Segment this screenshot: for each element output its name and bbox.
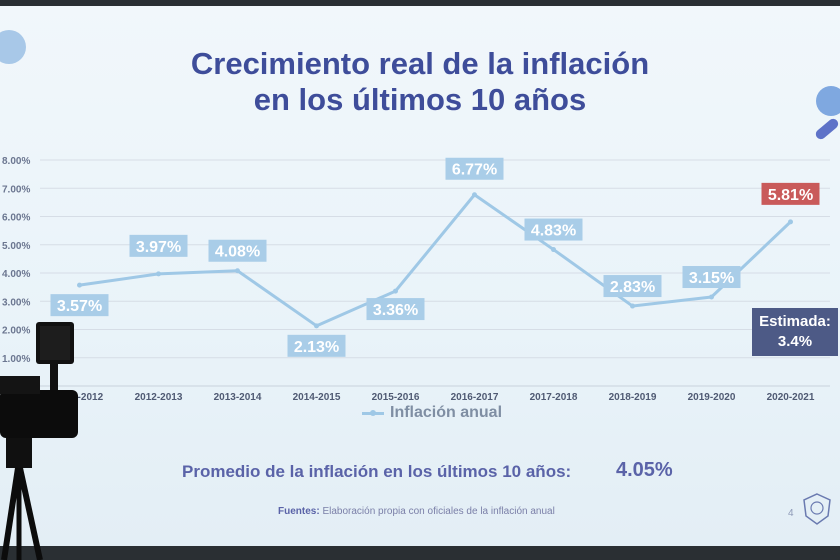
slide-title: Crecimiento real de la inflación en los … — [0, 46, 840, 118]
data-point — [393, 288, 398, 294]
series-line — [79, 193, 792, 328]
x-tick-label: 2014-2015 — [293, 392, 341, 403]
data-label-box — [603, 275, 662, 298]
data-label: 2.83% — [610, 279, 655, 296]
data-label-box — [445, 157, 504, 180]
estimate-box: Estimada: 3.4% — [752, 308, 838, 356]
data-point — [472, 192, 477, 198]
data-label-box — [208, 239, 267, 262]
y-tick-label: 4.00% — [2, 269, 30, 280]
y-tick-label: 6.00% — [2, 213, 30, 224]
data-label-box — [129, 234, 188, 257]
data-label: 4.08% — [215, 244, 260, 261]
data-label-box — [50, 294, 109, 317]
data-label: 3.57% — [57, 298, 102, 315]
data-label: 2.13% — [294, 339, 339, 356]
data-label-box — [761, 182, 820, 205]
x-tick-label: 2020-2021 — [767, 392, 815, 403]
data-label: 5.81% — [768, 187, 813, 204]
camera-silhouette — [0, 322, 78, 560]
source-label: Fuentes: — [278, 506, 320, 517]
source-text: Elaboración propia con oficiales de la i… — [322, 506, 555, 517]
data-point — [314, 323, 319, 329]
estimate-label: Estimada: — [759, 313, 831, 330]
decorative-circle — [0, 30, 26, 64]
y-tick-label: 7.00% — [2, 184, 30, 195]
title-line-1: Crecimiento real de la inflación — [190, 46, 650, 81]
average-value: 4.05% — [616, 459, 673, 481]
x-tick-label: 2013-2014 — [214, 392, 262, 403]
y-tick-label: 5.00% — [2, 241, 30, 252]
title-line-2: en los últimos 10 años — [253, 82, 587, 117]
average-label: Promedio de la inflación en los últimos … — [182, 462, 572, 481]
x-tick-label: 2019-2020 — [688, 392, 736, 403]
data-label-box — [682, 266, 741, 289]
x-tick-label: 2011-2012 — [56, 392, 104, 403]
x-tick-label: 2012-2013 — [135, 392, 183, 403]
decorative-circle — [816, 86, 840, 116]
data-label-box — [524, 218, 583, 241]
x-tick-label: 2015-2016 — [372, 392, 420, 403]
y-tick-label: 3.00% — [2, 297, 30, 308]
y-tick-label: 1.00% — [2, 354, 30, 365]
estimate-value: 3.4% — [777, 333, 813, 350]
data-label-box — [287, 334, 346, 357]
data-point — [788, 219, 793, 225]
page-number: 4 — [788, 508, 794, 519]
data-point — [630, 303, 635, 309]
legend-line-swatch — [362, 409, 384, 416]
data-label: 3.97% — [136, 239, 181, 256]
x-tick-label: 2016-2017 — [451, 392, 499, 403]
legend-label: Inflación anual — [390, 404, 503, 421]
university-seal-icon — [803, 493, 831, 525]
data-label: 6.77% — [452, 162, 497, 179]
data-point — [551, 247, 556, 253]
data-label: 4.83% — [531, 223, 576, 240]
x-tick-label: 2017-2018 — [530, 392, 578, 403]
data-label: 3.15% — [689, 270, 734, 287]
data-label: 3.36% — [373, 302, 418, 319]
source-note: Fuentes: Elaboración propia con oficiale… — [278, 506, 555, 517]
data-point — [709, 294, 714, 300]
chart-legend: Inflación anual — [362, 404, 502, 422]
data-point — [235, 268, 240, 274]
data-point — [156, 271, 161, 277]
y-tick-label: 2.00% — [2, 326, 30, 337]
y-tick-label: 8.00% — [2, 156, 30, 167]
data-label-box — [366, 298, 425, 321]
x-tick-label: 2018-2019 — [609, 392, 657, 403]
data-point — [77, 282, 82, 288]
